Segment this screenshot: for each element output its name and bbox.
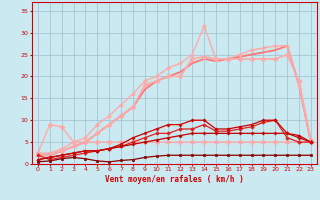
X-axis label: Vent moyen/en rafales ( km/h ): Vent moyen/en rafales ( km/h ): [105, 175, 244, 184]
